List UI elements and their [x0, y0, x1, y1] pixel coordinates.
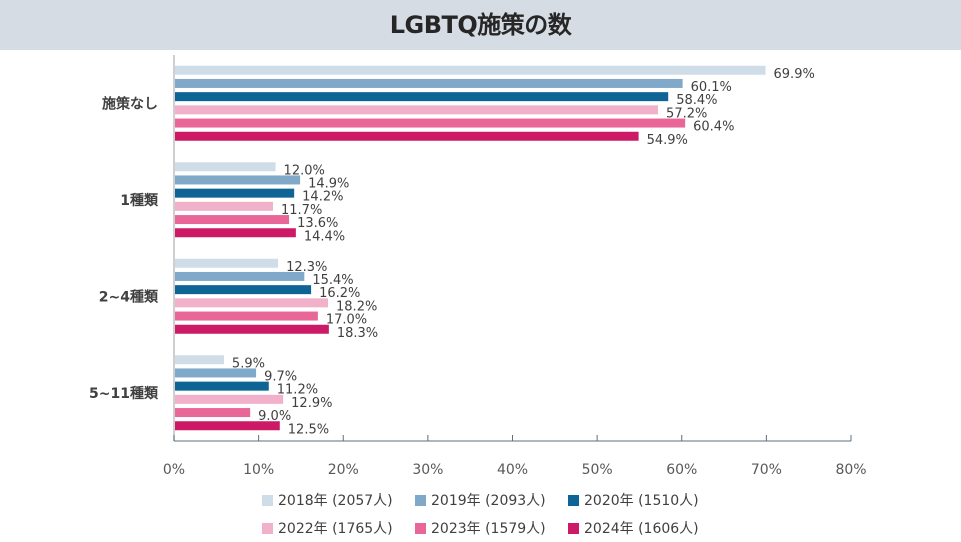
bar — [175, 78, 683, 88]
legend-row: 2018年 (2057人) 2019年 (2093人) 2020年 (1510人… — [262, 486, 722, 514]
legend-swatch — [568, 522, 579, 534]
data-label: 60.1% — [691, 80, 732, 95]
x-tick-label: 60% — [666, 462, 697, 478]
bar — [175, 285, 312, 295]
bar — [175, 92, 669, 102]
data-label: 9.0% — [258, 409, 291, 424]
legend-label: 2018年 (2057人) — [278, 493, 393, 509]
title-bar — [0, 0, 961, 50]
legend-item: 2018年 (2057人) — [262, 490, 415, 510]
bar — [175, 421, 280, 431]
data-label: 5.9% — [232, 356, 265, 371]
legend-swatch — [568, 494, 579, 506]
legend-label: 2023年 (1579人) — [431, 521, 546, 537]
data-label: 54.9% — [647, 133, 688, 148]
bar — [175, 201, 274, 211]
legend-swatch — [262, 522, 273, 534]
bar — [175, 105, 659, 115]
data-label: 13.6% — [297, 216, 338, 231]
data-label: 14.4% — [304, 229, 345, 244]
x-tick-label: 30% — [412, 462, 443, 478]
data-label: 11.7% — [281, 203, 322, 218]
category-label: 5~11種類 — [89, 385, 159, 402]
data-label: 69.9% — [774, 67, 815, 82]
bar — [175, 131, 639, 141]
bar — [175, 368, 257, 378]
legend-item: 2024年 (1606人) — [568, 518, 721, 538]
legend-swatch — [415, 522, 426, 534]
legend-label: 2020年 (1510人) — [584, 493, 699, 509]
category-label: 1種類 — [120, 192, 159, 209]
legend-item: 2022年 (1765人) — [262, 518, 415, 538]
legend-label: 2024年 (1606人) — [584, 521, 699, 537]
x-tick-label: 20% — [328, 462, 359, 478]
bar — [175, 381, 269, 391]
bar — [175, 188, 295, 198]
x-tick-label: 10% — [243, 462, 274, 478]
legend-row: 2022年 (1765人) 2023年 (1579人) 2024年 (1606人… — [262, 514, 722, 542]
x-tick-label: 0% — [163, 462, 185, 478]
legend-label: 2022年 (1765人) — [278, 521, 393, 537]
bar — [175, 298, 329, 308]
data-label: 18.2% — [336, 299, 377, 314]
category-labels: 施策なし 1種類 2~4種類 5~11種類 — [89, 95, 159, 402]
data-label: 60.4% — [693, 120, 734, 135]
data-label: 12.3% — [286, 260, 327, 275]
bar-chart: 69.9% 60.1%58.4%57.2%60.4% 54.9% 12.0%14.9%… — [89, 55, 867, 478]
data-label: 14.9% — [308, 176, 349, 191]
legend: 2018年 (2057人) 2019年 (2093人) 2020年 (1510人… — [262, 486, 722, 542]
bar — [175, 271, 305, 281]
bar — [175, 258, 279, 268]
x-tick-label: 40% — [497, 462, 528, 478]
data-label: 9.7% — [264, 369, 297, 384]
chart-title: LGBTQ施策の数 — [389, 11, 572, 39]
x-tick-label: 70% — [751, 462, 782, 478]
data-label: 18.3% — [337, 326, 378, 341]
bar — [175, 118, 686, 128]
legend-item: 2019年 (2093人) — [415, 490, 568, 510]
data-label: 57.2% — [666, 106, 707, 121]
data-label: 58.4% — [676, 93, 717, 108]
bar — [175, 311, 318, 321]
bar — [175, 175, 301, 185]
data-label: 14.2% — [302, 190, 343, 205]
x-axis: 0% 10% 20% 30% 40% 50% 60% 70% 80% — [163, 55, 867, 478]
data-label: 16.2% — [319, 286, 360, 301]
category-label: 2~4種類 — [99, 288, 159, 305]
bar — [175, 162, 276, 172]
legend-item: 2020年 (1510人) — [568, 490, 721, 510]
data-label: 15.4% — [312, 273, 353, 288]
bar — [175, 65, 766, 75]
data-label: 12.5% — [288, 422, 329, 437]
bar — [175, 355, 224, 365]
bar — [175, 324, 329, 334]
bar — [175, 228, 296, 238]
legend-item: 2023年 (1579人) — [415, 518, 568, 538]
bars-group: 69.9% 60.1%58.4%57.2%60.4% 54.9% 12.0%14.9%… — [175, 65, 815, 437]
category-label: 施策なし — [102, 95, 158, 112]
data-label: 11.2% — [277, 383, 318, 398]
legend-label: 2019年 (2093人) — [431, 493, 546, 509]
x-tick-label: 50% — [582, 462, 613, 478]
data-label: 12.9% — [291, 396, 332, 411]
data-label: 17.0% — [326, 313, 367, 328]
bar — [175, 408, 251, 418]
x-tick-label: 80% — [835, 462, 866, 478]
legend-swatch — [262, 494, 273, 506]
bar — [175, 215, 290, 225]
bar — [175, 394, 284, 404]
legend-swatch — [415, 494, 426, 506]
data-label: 12.0% — [284, 163, 325, 178]
